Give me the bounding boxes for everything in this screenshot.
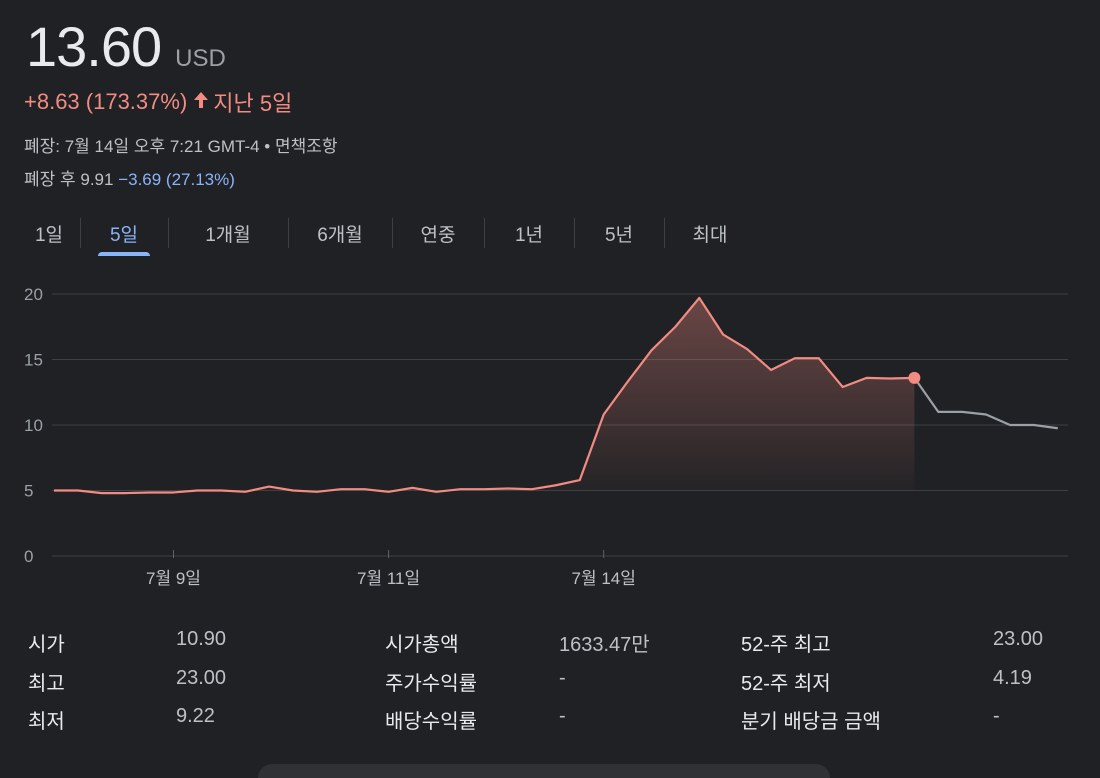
stat-label-52w-low: 52-주 최저 bbox=[741, 673, 831, 695]
stat-value-mktcap: 1633.47만 bbox=[559, 634, 650, 656]
after-hours-price: 폐장 후 9.91 bbox=[24, 170, 114, 189]
current-price: 13.60 bbox=[26, 15, 162, 78]
after-hours-change: −3.69 (27.13%) bbox=[118, 170, 235, 189]
tab-ytd[interactable]: 연중 bbox=[392, 214, 484, 252]
stat-label-52w-high: 52-주 최고 bbox=[741, 634, 831, 656]
x-tick-label: 7월 11일 bbox=[357, 569, 420, 588]
stat-label-high: 최고 bbox=[28, 673, 65, 695]
stat-value-low: 9.22 bbox=[176, 705, 215, 727]
change-value: +8.63 (173.37%) bbox=[24, 89, 188, 114]
stat-value-dividend: - bbox=[993, 705, 1000, 727]
tab-1d[interactable]: 1일 bbox=[34, 224, 64, 246]
stat-label-dividend: 분기 배당금 금액 bbox=[741, 711, 881, 733]
x-tick-label: 7월 9일 bbox=[146, 569, 201, 588]
stat-value-52w-low: 4.19 bbox=[993, 667, 1032, 689]
arrow-up-icon bbox=[193, 89, 209, 115]
tab-max[interactable]: 최대 bbox=[664, 214, 756, 252]
after-hours-info: 폐장 후 9.91 −3.69 (27.13%) bbox=[24, 165, 235, 190]
stat-label-yield: 배당수익률 bbox=[385, 711, 477, 733]
tab-5d[interactable]: 5일 bbox=[80, 214, 168, 256]
y-tick-label: 0 bbox=[24, 547, 33, 566]
tab-1y[interactable]: 1년 bbox=[484, 214, 574, 252]
price-area-fill bbox=[54, 297, 915, 494]
y-tick-label: 15 bbox=[24, 351, 43, 370]
price-line bbox=[54, 296, 915, 495]
range-tabs: 1일 5일 1개월 6개월 연중 1년 5년 최대 bbox=[18, 214, 756, 256]
stat-label-low: 최저 bbox=[28, 711, 65, 733]
stat-label-open: 시가 bbox=[28, 634, 65, 656]
y-tick-label: 5 bbox=[24, 482, 33, 501]
after-hours-line bbox=[913, 377, 1058, 430]
close-info: 폐장: 7월 14일 오후 7:21 GMT-4 • 면책조항 bbox=[24, 137, 338, 156]
tab-6m[interactable]: 6개월 bbox=[288, 214, 392, 252]
stat-value-pe: - bbox=[559, 667, 566, 689]
stat-value-open: 10.90 bbox=[176, 628, 227, 650]
change-period: 지난 5일 bbox=[213, 91, 293, 116]
price-header: 13.60 USD bbox=[26, 14, 226, 79]
tab-1m[interactable]: 1개월 bbox=[168, 214, 288, 252]
stat-value-52w-high: 23.00 bbox=[993, 628, 1044, 650]
tab-5y[interactable]: 5년 bbox=[574, 214, 664, 252]
y-tick-label: 10 bbox=[24, 416, 43, 435]
stat-value-yield: - bbox=[559, 705, 566, 727]
stat-label-pe: 주가수익률 bbox=[385, 673, 477, 695]
y-tick-label: 20 bbox=[24, 285, 43, 304]
currency-label: USD bbox=[175, 45, 226, 72]
price-change: +8.63 (173.37%) 지난 5일 bbox=[24, 86, 292, 118]
close-marker bbox=[908, 371, 921, 384]
stat-label-mktcap: 시가총액 bbox=[385, 634, 459, 656]
stat-value-high: 23.00 bbox=[176, 667, 227, 689]
bottom-panel-edge bbox=[258, 764, 830, 778]
price-chart[interactable]: 0 5 10 15 20 7월 9일 7월 11일 7월 14일 bbox=[0, 270, 1100, 600]
x-tick-label: 7월 14일 bbox=[572, 569, 636, 588]
